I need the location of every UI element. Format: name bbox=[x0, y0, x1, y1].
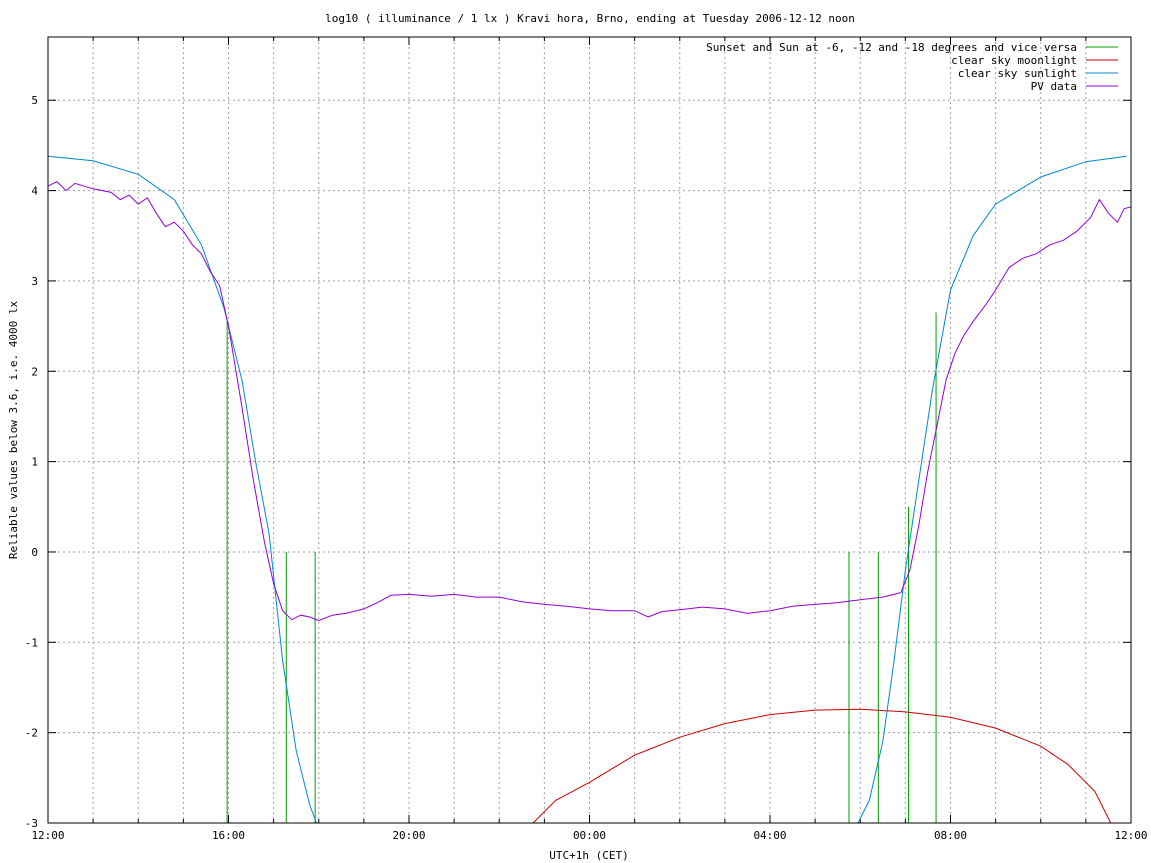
y-tick-label: -3 bbox=[25, 817, 38, 830]
legend-label: Sunset and Sun at -6, -12 and -18 degree… bbox=[706, 41, 1077, 54]
legend-label: PV data bbox=[1031, 80, 1077, 93]
legend: Sunset and Sun at -6, -12 and -18 degree… bbox=[706, 41, 1118, 93]
plot-frame bbox=[47, 36, 1132, 824]
y-axis-label: Reliable values below 3.6, i.e. 4000 lx bbox=[7, 300, 20, 559]
y-tick-label: 5 bbox=[31, 94, 38, 107]
legend-label: clear sky sunlight bbox=[958, 67, 1077, 80]
axis-ticks: 12:00 16:00 20:00 00:00 04:00 08:00 12:00-3-2-… bbox=[25, 37, 1148, 842]
x-tick-label: 08:00 bbox=[934, 829, 967, 842]
x-axis-label: UTC+1h (CET) bbox=[549, 849, 628, 862]
x-tick-label: 04:00 bbox=[753, 829, 786, 842]
y-tick-label: 3 bbox=[31, 275, 38, 288]
chart-title: log10 ( illuminance / 1 lx ) Kravi hora,… bbox=[325, 12, 855, 25]
y-tick-label: 4 bbox=[31, 185, 38, 198]
clear-sky-moonlight-line bbox=[532, 708, 1112, 823]
y-tick-label: 1 bbox=[31, 456, 38, 469]
x-tick-label: 16:00 bbox=[212, 829, 245, 842]
y-tick-label: -2 bbox=[25, 727, 38, 740]
x-tick-label: 12:00 bbox=[1114, 829, 1147, 842]
y-tick-label: -1 bbox=[25, 636, 38, 649]
x-tick-label: 12:00 bbox=[31, 829, 64, 842]
grid-lines bbox=[48, 37, 1131, 823]
pv-data-line bbox=[48, 180, 1131, 622]
x-tick-label: 20:00 bbox=[392, 829, 425, 842]
legend-label: clear sky moonlight bbox=[951, 54, 1077, 67]
y-tick-label: 2 bbox=[31, 365, 38, 378]
plot-area bbox=[48, 155, 1131, 823]
x-tick-label: 00:00 bbox=[573, 829, 606, 842]
y-tick-label: 0 bbox=[31, 546, 38, 559]
clear-sky-sunlight-line bbox=[48, 155, 1127, 823]
